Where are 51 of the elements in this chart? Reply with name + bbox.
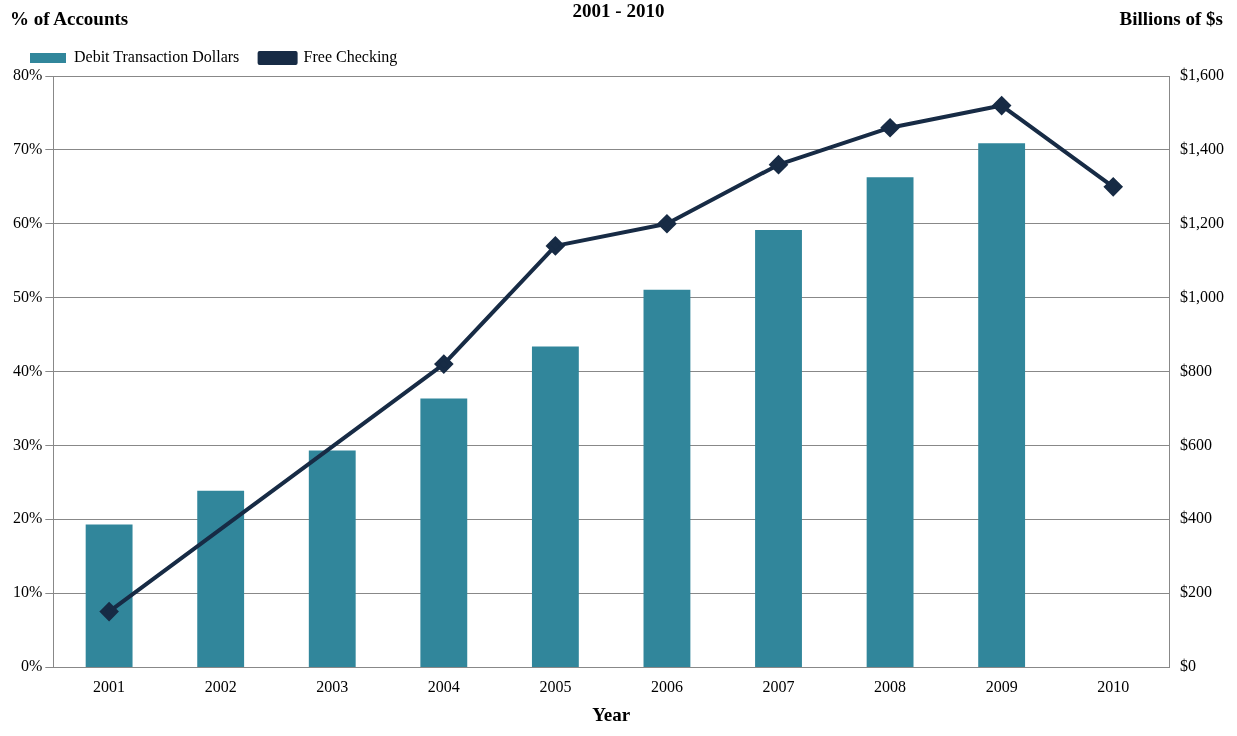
y-tick-label: 10% — [13, 583, 43, 601]
legend-label: Debit Transaction Dollars — [74, 48, 240, 66]
bar — [197, 490, 245, 667]
y2-tick-label: $1,600 — [1180, 66, 1224, 84]
bar — [755, 230, 802, 667]
legend-label: Free Checking — [303, 48, 398, 67]
point — [546, 236, 565, 255]
bar — [420, 398, 468, 667]
y-tick-label: 50% — [13, 287, 43, 305]
x-tick-label: 2010 — [1097, 677, 1130, 695]
y2-tick-label: $0 — [1180, 657, 1196, 675]
x-tick-label: 2003 — [316, 677, 349, 695]
y2-tick-label: $200 — [1180, 583, 1212, 601]
x-tick-label: 2007 — [762, 677, 795, 695]
bar — [866, 177, 914, 667]
y2-tick-label: $800 — [1180, 361, 1212, 379]
point — [434, 355, 453, 374]
y-tick-label: 20% — [13, 509, 43, 527]
bar — [643, 289, 691, 667]
point — [769, 155, 788, 174]
y2-tick-label: $400 — [1180, 509, 1212, 527]
y-tick-label: 80% — [13, 66, 43, 84]
x-tick-label: 2002 — [204, 677, 237, 695]
y2-axis-title: Billions of $s — [1119, 8, 1223, 30]
y2-tick-label: $600 — [1180, 435, 1212, 453]
bar — [85, 524, 133, 667]
y-tick-label: 70% — [13, 140, 43, 158]
x-tick-label: 2001 — [93, 677, 126, 695]
x-tick-label: 2006 — [650, 677, 683, 695]
y2-tick-label: $1,400 — [1180, 140, 1224, 158]
x-tick-label: 2004 — [427, 677, 460, 695]
y-tick-label: 30% — [13, 435, 43, 453]
point — [992, 96, 1011, 115]
y-tick-label: 60% — [13, 213, 43, 231]
y2-tick-label: $1,000 — [1180, 287, 1224, 305]
x-tick-label: 2005 — [539, 677, 572, 695]
bar — [308, 450, 356, 667]
chart-title: 2001 - 2010 — [572, 0, 665, 21]
point — [881, 118, 900, 137]
y2-tick-label: $1,200 — [1180, 213, 1224, 231]
point — [1104, 177, 1123, 196]
x-tick-label: 2008 — [874, 677, 907, 695]
bar — [978, 143, 1026, 667]
x-tick-label: 2009 — [985, 677, 1018, 695]
point — [100, 602, 119, 621]
x-axis-title: Year — [592, 703, 631, 725]
y-tick-label: 0% — [21, 657, 43, 675]
y-axis-title: % of Accounts — [10, 8, 129, 30]
y-tick-label: 40% — [13, 361, 43, 379]
bar — [531, 346, 579, 667]
point — [657, 214, 676, 233]
